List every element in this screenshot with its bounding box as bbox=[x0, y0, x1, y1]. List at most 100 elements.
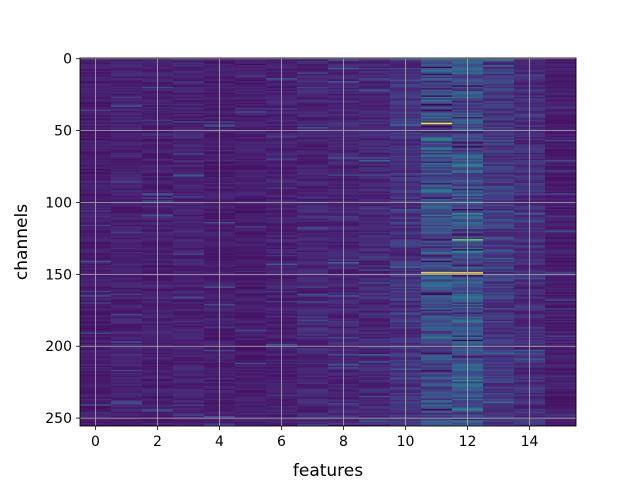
heatmap-cell bbox=[297, 155, 329, 158]
heatmap-cell bbox=[421, 115, 453, 118]
heatmap-cell bbox=[421, 168, 453, 171]
heatmap-cell bbox=[359, 151, 391, 154]
heatmap-cell bbox=[235, 325, 267, 328]
heatmap-cell bbox=[483, 198, 515, 201]
heatmap-cell bbox=[235, 348, 267, 351]
heatmap-cell bbox=[421, 331, 453, 333]
heatmap-cell bbox=[359, 420, 391, 422]
heatmap-cell bbox=[235, 152, 267, 155]
heatmap-cell bbox=[235, 315, 267, 318]
heatmap-cell bbox=[173, 121, 205, 123]
heatmap-cell bbox=[111, 175, 143, 178]
heatmap-cell bbox=[359, 207, 391, 210]
heatmap-cell bbox=[421, 106, 453, 109]
heatmap-cell bbox=[111, 267, 143, 270]
heatmap-cell bbox=[483, 407, 515, 410]
heatmap-cell bbox=[545, 207, 577, 210]
heatmap-cell bbox=[483, 280, 515, 283]
heatmap-cell bbox=[483, 105, 515, 108]
heatmap-cell bbox=[483, 346, 515, 349]
heatmap-cell bbox=[173, 250, 205, 253]
heatmap-cell bbox=[421, 259, 453, 261]
heatmap-cell bbox=[483, 275, 515, 277]
heatmap-cell bbox=[421, 252, 453, 254]
heatmap-cell bbox=[545, 260, 577, 263]
heatmap-cell bbox=[173, 277, 205, 280]
heatmap-cell bbox=[297, 257, 329, 260]
heatmap-cell bbox=[173, 213, 205, 215]
heatmap-cell bbox=[421, 240, 453, 243]
heatmap-cell bbox=[235, 313, 267, 316]
heatmap-cell bbox=[359, 70, 391, 73]
heatmap-cell bbox=[297, 112, 329, 115]
heatmap-cell bbox=[545, 98, 577, 100]
heatmap-cell bbox=[545, 198, 577, 201]
heatmap-cell bbox=[297, 349, 329, 352]
heatmap-cell bbox=[235, 145, 267, 148]
heatmap-cell bbox=[235, 83, 267, 86]
heatmap-cell bbox=[545, 420, 577, 422]
heatmap-cell bbox=[235, 122, 267, 125]
heatmap-cell bbox=[111, 207, 143, 210]
heatmap-cell bbox=[111, 109, 143, 112]
heatmap-cell bbox=[545, 111, 577, 113]
heatmap-cell bbox=[359, 134, 391, 136]
heatmap-cell bbox=[235, 124, 267, 126]
heatmap-cell bbox=[545, 277, 577, 280]
heatmap-cell bbox=[545, 269, 577, 272]
heatmap-cell bbox=[483, 414, 515, 417]
heatmap-cell bbox=[173, 252, 205, 254]
heatmap-cell bbox=[483, 398, 515, 401]
heatmap-cell bbox=[483, 256, 515, 259]
heatmap-cell bbox=[173, 125, 205, 128]
heatmap-cell bbox=[483, 104, 515, 106]
heatmap-cell bbox=[359, 397, 391, 399]
heatmap-cell bbox=[297, 421, 329, 424]
heatmap-cell bbox=[421, 306, 453, 309]
heatmap-cell bbox=[545, 295, 577, 297]
heatmap-cell bbox=[483, 316, 515, 319]
heatmap-cell bbox=[235, 266, 267, 269]
heatmap-cell bbox=[483, 168, 515, 171]
heatmap-cell bbox=[111, 135, 143, 138]
heatmap-cell bbox=[421, 206, 453, 208]
heatmap-cell bbox=[483, 132, 515, 135]
heatmap-cell bbox=[235, 155, 267, 158]
heatmap-cell bbox=[545, 102, 577, 105]
heatmap-cell bbox=[359, 93, 391, 96]
heatmap-cell bbox=[483, 377, 515, 379]
heatmap-cell bbox=[111, 424, 143, 427]
heatmap-cell bbox=[421, 253, 453, 256]
heatmap-cell bbox=[235, 148, 267, 151]
heatmap-cell bbox=[297, 254, 329, 257]
heatmap-cell bbox=[483, 111, 515, 113]
heatmap-cell bbox=[483, 217, 515, 220]
heatmap-cell bbox=[545, 403, 577, 405]
heatmap-cell bbox=[173, 391, 205, 394]
heatmap-cell bbox=[173, 256, 205, 259]
heatmap-cell bbox=[545, 296, 577, 299]
heatmap-cell bbox=[545, 415, 577, 418]
heatmap-cell bbox=[545, 184, 577, 187]
heatmap-cell bbox=[483, 359, 515, 362]
heatmap-cell bbox=[173, 371, 205, 374]
heatmap-cell bbox=[421, 421, 453, 424]
heatmap-cell bbox=[235, 116, 267, 119]
heatmap-cell bbox=[297, 243, 329, 246]
heatmap-cell bbox=[359, 387, 391, 389]
heatmap-cell bbox=[297, 187, 329, 190]
heatmap-cell bbox=[297, 280, 329, 283]
heatmap-cell bbox=[483, 93, 515, 96]
heatmap-cell bbox=[421, 246, 453, 249]
heatmap-cell bbox=[111, 89, 143, 92]
heatmap-cell bbox=[173, 162, 205, 165]
heatmap-cell bbox=[173, 81, 205, 83]
heatmap-cell bbox=[421, 267, 453, 270]
heatmap-cell bbox=[545, 308, 577, 310]
heatmap-cell bbox=[111, 288, 143, 290]
heatmap-cell bbox=[545, 116, 577, 119]
heatmap-cell bbox=[173, 263, 205, 266]
heatmap-cell bbox=[359, 220, 391, 223]
heatmap-cell bbox=[173, 60, 205, 63]
heatmap-cell bbox=[483, 203, 515, 205]
